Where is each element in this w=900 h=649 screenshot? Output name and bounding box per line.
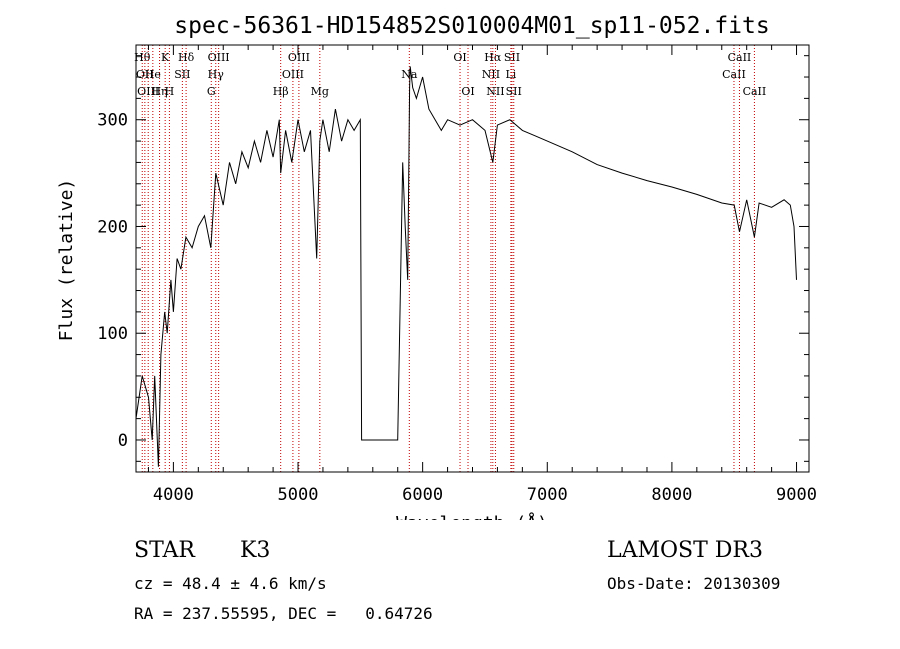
- plot-frame: [135, 44, 810, 473]
- y-axis-label: Flux (relative): [56, 179, 77, 342]
- line-marker-label: Hη: [151, 85, 167, 98]
- line-marker-label: SII: [506, 85, 522, 98]
- line-marker-label: NII: [486, 85, 504, 98]
- line-marker-label: Hδ: [178, 51, 195, 64]
- line-marker-label: OIII: [282, 68, 304, 81]
- line-marker-label: Hγ: [208, 68, 225, 81]
- object-subclass: K3: [240, 538, 271, 563]
- y-tick-label: 300: [97, 111, 128, 131]
- spectrum-line: [135, 66, 797, 467]
- x-tick-label: 5000: [278, 485, 319, 505]
- axes: 4000 5000 6000 7000 8000 9000 0 100 200 300: [97, 45, 817, 505]
- line-marker-label: NII: [482, 68, 500, 81]
- line-marker-label: OIII: [137, 85, 159, 98]
- line-marker-label: CaII: [728, 51, 752, 64]
- observation-date: Obs-Date: 20130309: [607, 574, 781, 593]
- x-tick-label: 7000: [527, 485, 568, 505]
- line-marker-label: Mg: [311, 85, 329, 98]
- x-tick-label: 9000: [776, 485, 817, 505]
- survey-name: LAMOST DR3: [607, 538, 763, 563]
- x-tick-label: 6000: [402, 485, 443, 505]
- line-marker-label: OI: [453, 51, 466, 64]
- object-class: STAR: [134, 538, 195, 563]
- line-marker-label: K: [161, 51, 170, 64]
- line-marker-label: H: [165, 85, 175, 98]
- x-tick-label: 8000: [651, 485, 692, 505]
- line-marker-label: Hβ: [273, 85, 289, 98]
- line-marker-label: CaII: [743, 85, 767, 98]
- coordinates-text: RA = 237.55595, DEC = 0.64726: [134, 604, 433, 623]
- spectral-line-markers: Hθ OII OIII He Hη K H SII Hδ Hγ G OIII Hβ OIII OIII Mg N…: [134, 45, 766, 472]
- line-marker-label: Li: [505, 68, 516, 81]
- line-marker-label: SII: [174, 68, 190, 81]
- line-marker-label: OIII: [208, 51, 230, 64]
- line-marker-label: Hθ: [134, 51, 151, 64]
- line-marker-label: Hα: [484, 51, 502, 64]
- line-marker-label: G: [207, 85, 216, 98]
- line-marker-label: SII: [504, 51, 520, 64]
- y-tick-label: 100: [97, 324, 128, 344]
- line-marker-label: He: [145, 68, 161, 81]
- x-tick-label: 4000: [153, 485, 194, 505]
- y-tick-label: 0: [118, 431, 128, 451]
- line-marker-label: OII: [136, 68, 154, 81]
- spectrum-chart: spec-56361-HD154852S010004M01_sp11-052.f…: [56, 13, 817, 520]
- y-tick-label: 200: [97, 217, 128, 237]
- line-marker-label: OIII: [288, 51, 310, 64]
- x-axis-label: Wavelength (Å): [396, 512, 548, 520]
- line-marker-label: CaII: [722, 68, 746, 81]
- chart-title: spec-56361-HD154852S010004M01_sp11-052.f…: [174, 13, 769, 39]
- redshift-text: cz = 48.4 ± 4.6 km/s: [134, 574, 327, 593]
- line-marker-label: OI: [461, 85, 474, 98]
